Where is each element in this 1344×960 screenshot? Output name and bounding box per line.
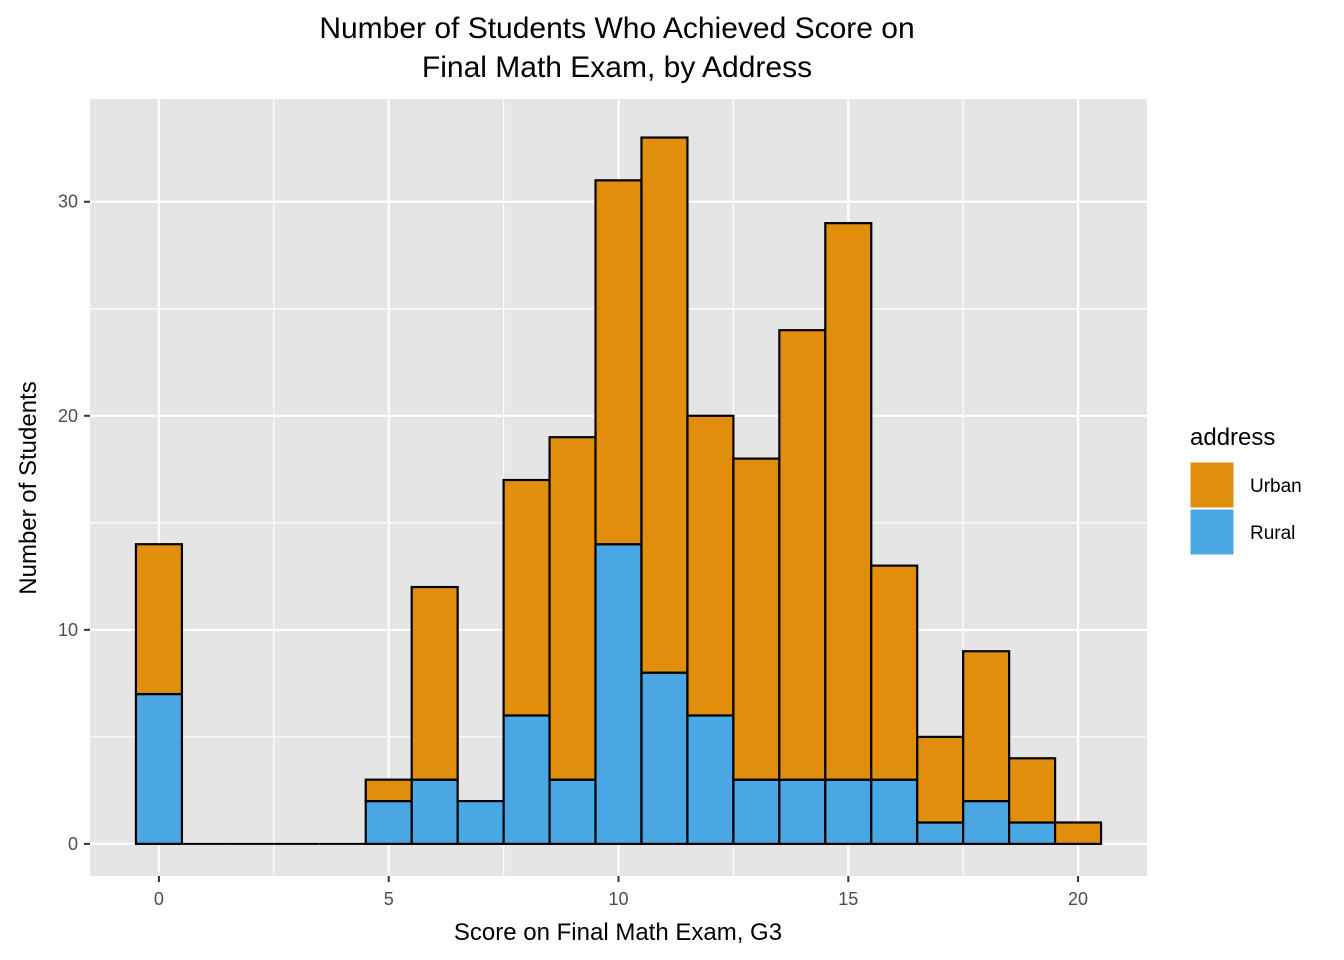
x-tick-label: 15 [838,889,858,909]
bar-segment-rural [870,778,919,845]
x-axis-title: Score on Final Math Exam, G3 [454,919,782,946]
bar-segment-rural [364,799,413,845]
x-tick-label: 10 [608,889,628,909]
bar-segment-urban [824,222,873,781]
y-tick-label: 20 [58,406,78,426]
x-tick-label: 0 [154,889,164,909]
bar-segment-rural [640,671,689,845]
bar-segment-urban [594,179,643,546]
bar-segment-urban [640,136,689,674]
bar-segment-rural [732,778,781,845]
y-axis: 0 10 20 30 [58,192,90,854]
bar-segment-urban [916,735,965,824]
y-tick-label: 10 [58,620,78,640]
bar-segment-urban [686,414,735,717]
bar-segment-urban [778,329,827,781]
legend-swatch-rural [1189,508,1235,556]
y-axis-title: Number of Students [15,381,42,594]
bar-segment-urban [364,778,413,803]
bar-segment-rural [548,778,597,845]
x-tick-label: 20 [1068,889,1088,909]
bar-segment-urban [502,478,551,717]
bar-segment-rural [916,821,965,845]
x-axis: 0 5 10 15 20 [154,876,1088,909]
bar-segment-rural [456,799,505,845]
legend-swatch-urban [1189,461,1235,509]
bar-segment-urban [1053,821,1103,845]
bar-segment-urban [1008,757,1057,824]
bar-segment-rural [1008,821,1057,845]
legend-title: address [1190,424,1275,451]
bar-segment-urban [870,564,919,781]
bar-segment-urban [732,457,781,781]
bar-segment-urban [410,585,459,781]
legend-label-rural: Rural [1250,523,1295,544]
bar-segment-rural [134,692,184,845]
chart-title-line-2: Final Math Exam, by Address [422,51,812,84]
bars [134,136,1103,845]
y-tick-label: 30 [58,192,78,212]
legend-label-urban: Urban [1250,476,1302,497]
bar-segment-urban [134,543,184,696]
bar-segment-rural [962,799,1011,845]
legend: address Urban Rural [1189,424,1302,556]
bar-segment-rural [778,778,827,845]
y-tick-label: 0 [68,834,78,854]
bar-segment-rural [686,714,735,845]
chart-title-line-1: Number of Students Who Achieved Score on [319,12,914,45]
bar-segment-rural [410,778,459,845]
bar-segment-urban [548,436,597,781]
x-tick-label: 5 [384,889,394,909]
bar-segment-urban [962,650,1011,803]
bar-segment-rural [824,778,873,845]
bar-segment-rural [502,714,551,845]
bar-segment-rural [594,543,643,845]
